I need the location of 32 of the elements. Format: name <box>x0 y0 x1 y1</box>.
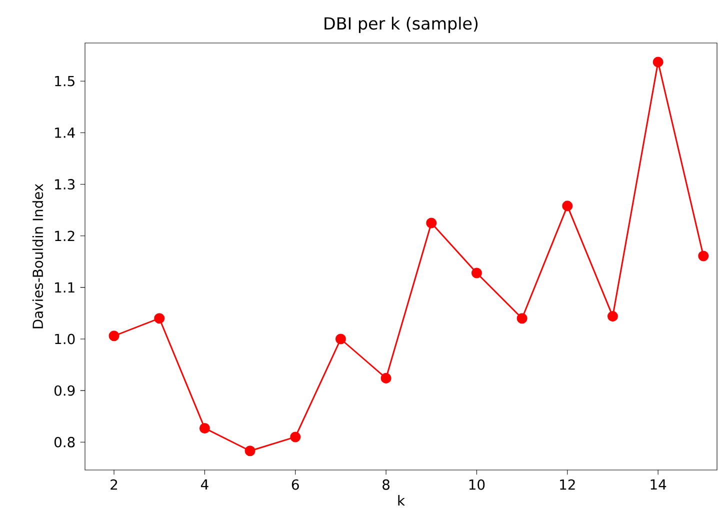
y-tick-label: 0.8 <box>54 436 75 448</box>
point <box>516 313 528 324</box>
x-tick-label: 10 <box>469 479 485 490</box>
point <box>698 250 709 262</box>
y-tick-label: 1.0 <box>55 334 75 344</box>
point <box>652 56 664 68</box>
y-tick-label: 1.2 <box>55 230 74 242</box>
point <box>562 200 573 212</box>
y-axis-title: Davies-Bouldin Index <box>32 184 44 328</box>
x-tick-label: 12 <box>560 479 575 490</box>
point <box>154 313 165 324</box>
y-tick-label: 1.5 <box>55 76 74 86</box>
point <box>244 446 256 456</box>
x-tick-label: 4 <box>200 479 208 490</box>
point <box>426 218 437 228</box>
chart-title: DBI per k (sample) <box>324 16 478 33</box>
point <box>607 311 618 322</box>
x-tick-label: 6 <box>292 479 299 490</box>
point <box>108 330 120 342</box>
x-tick-label: 8 <box>382 479 390 490</box>
point <box>471 268 482 278</box>
y-tick-label: 1.3 <box>55 179 75 190</box>
x-tick-label: 2 <box>110 479 118 490</box>
x-axis-title: k <box>398 495 405 506</box>
y-tick-label: 0.9 <box>54 385 75 396</box>
point <box>199 422 210 434</box>
point <box>380 372 392 384</box>
point <box>335 334 346 344</box>
y-tick-label: 1.4 <box>55 128 75 138</box>
y-tick-label: 1.1 <box>55 282 74 292</box>
x-tick-label: 14 <box>650 479 666 490</box>
point <box>290 432 301 442</box>
